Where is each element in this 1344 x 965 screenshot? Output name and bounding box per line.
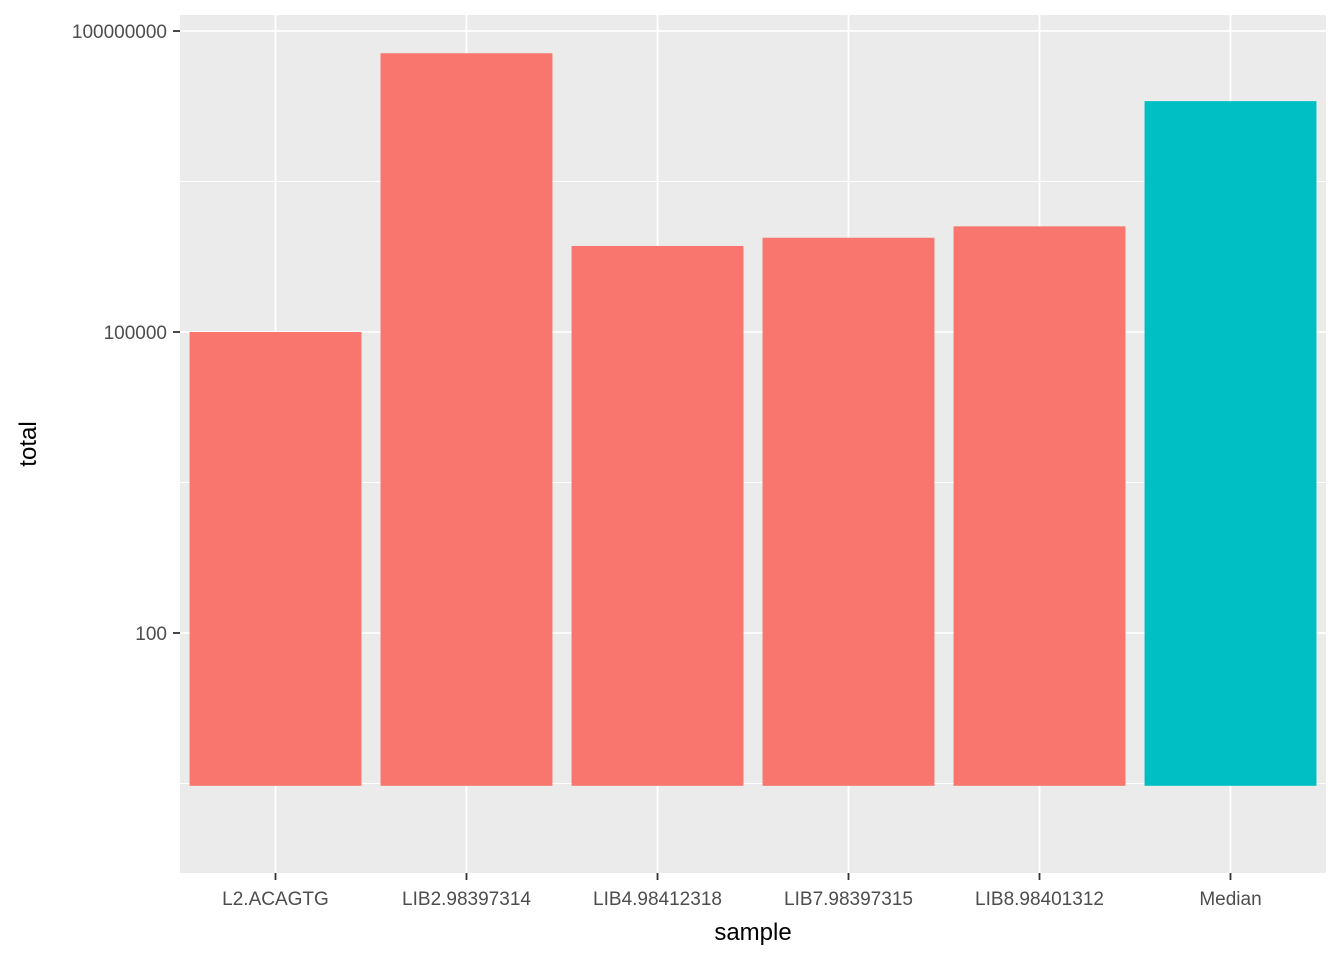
y-tick-label: 100000000 (72, 22, 167, 43)
bar-lib2-98397314 (380, 53, 553, 786)
minor-gridlines (180, 181, 1326, 784)
x-axis-title: sample (714, 919, 791, 946)
bar-lib7-98397315 (762, 237, 935, 786)
bar-l2-acagtg (189, 332, 362, 786)
x-tick-label: LIB7.98397315 (784, 889, 913, 910)
x-tick-label: L2.ACAGTG (222, 889, 329, 910)
y-axis-title: total (15, 421, 42, 466)
x-tick-label: LIB2.98397314 (402, 889, 531, 910)
x-tick-label: LIB4.98412318 (593, 889, 722, 910)
y-tick-label: 100 (135, 624, 167, 645)
bar-lib4-98412318 (571, 245, 744, 786)
x-tick-label: LIB8.98401312 (975, 889, 1104, 910)
y-axis: 100 100000 100000000 (72, 22, 180, 645)
x-axis: L2.ACAGTG LIB2.98397314 LIB4.98412318 LIB7.… (222, 873, 1262, 910)
plot-panel (180, 15, 1326, 873)
bar-median (1144, 101, 1317, 786)
y-tick-label: 100000 (104, 323, 167, 344)
bars (189, 53, 1317, 786)
bar-lib8-98401312 (953, 226, 1126, 786)
x-tick-label: Median (1199, 889, 1261, 910)
